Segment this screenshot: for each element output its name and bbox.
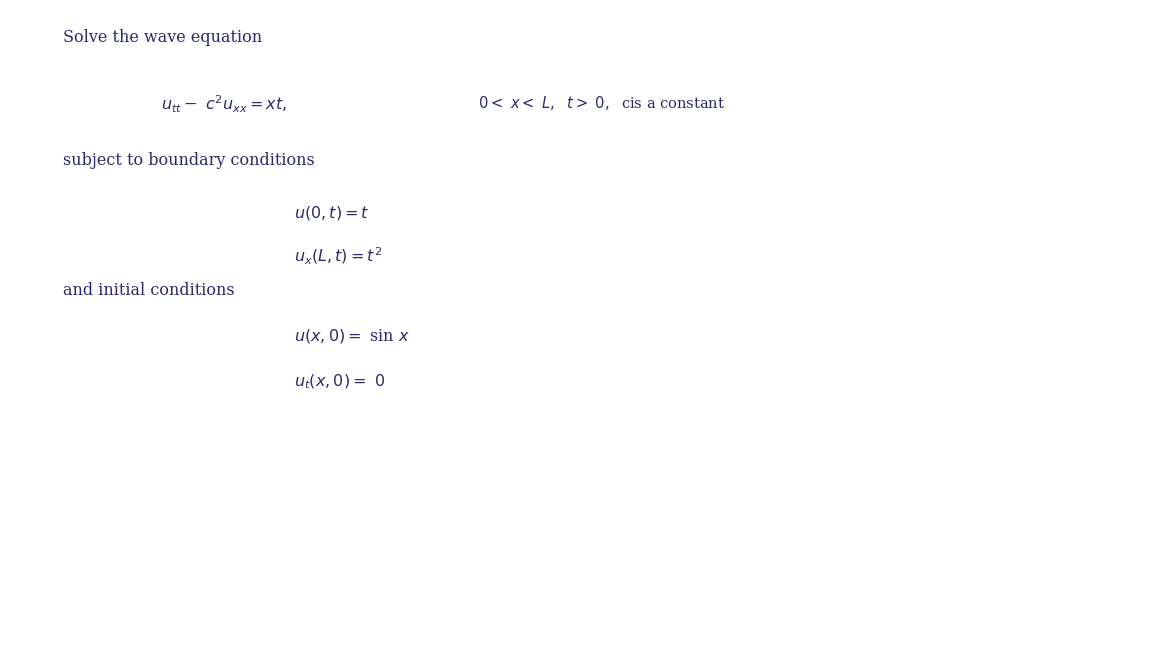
Text: $0{<}\ x{<}\ L,\ \ t{>}\ 0,$  cis a constant: $0{<}\ x{<}\ L,\ \ t{>}\ 0,$ cis a const… [478, 94, 726, 112]
Text: subject to boundary conditions: subject to boundary conditions [63, 152, 316, 169]
Text: $u(0,t)=t$: $u(0,t)=t$ [294, 204, 370, 222]
Text: $u_{tt}-\ c^{2}u_{xx} = xt,$: $u_{tt}-\ c^{2}u_{xx} = xt,$ [161, 94, 287, 115]
Text: Solve the wave equation: Solve the wave equation [63, 29, 263, 46]
Text: $u_t(x,0){=}\ 0$: $u_t(x,0){=}\ 0$ [294, 373, 385, 391]
Text: and initial conditions: and initial conditions [63, 282, 235, 299]
Text: $u(x,0){=}\ $sin $x$: $u(x,0){=}\ $sin $x$ [294, 327, 409, 345]
Text: $u_x(L,t)=t^2$: $u_x(L,t)=t^2$ [294, 246, 382, 268]
